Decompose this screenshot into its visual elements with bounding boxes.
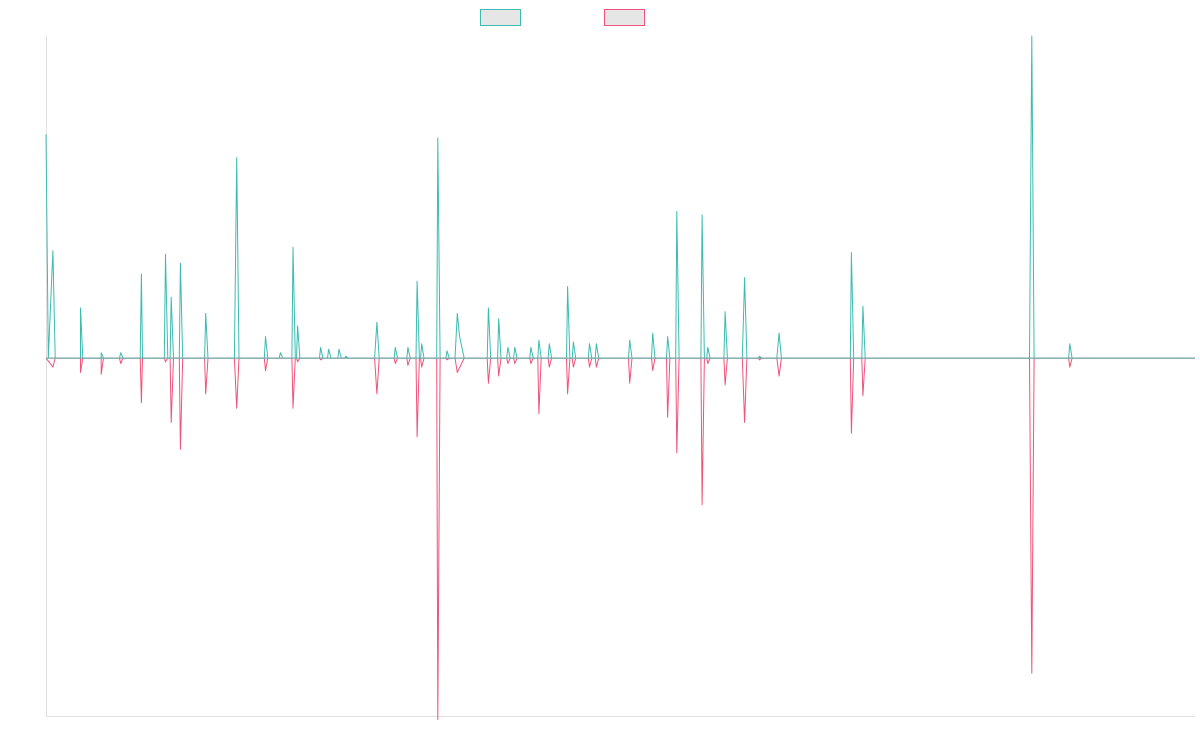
legend: [480, 9, 645, 26]
series-line-1[interactable]: [45, 35, 1195, 359]
legend-swatch-1[interactable]: [480, 9, 521, 26]
legend-swatch-2[interactable]: [604, 9, 645, 26]
series-line-2[interactable]: [45, 357, 1195, 721]
